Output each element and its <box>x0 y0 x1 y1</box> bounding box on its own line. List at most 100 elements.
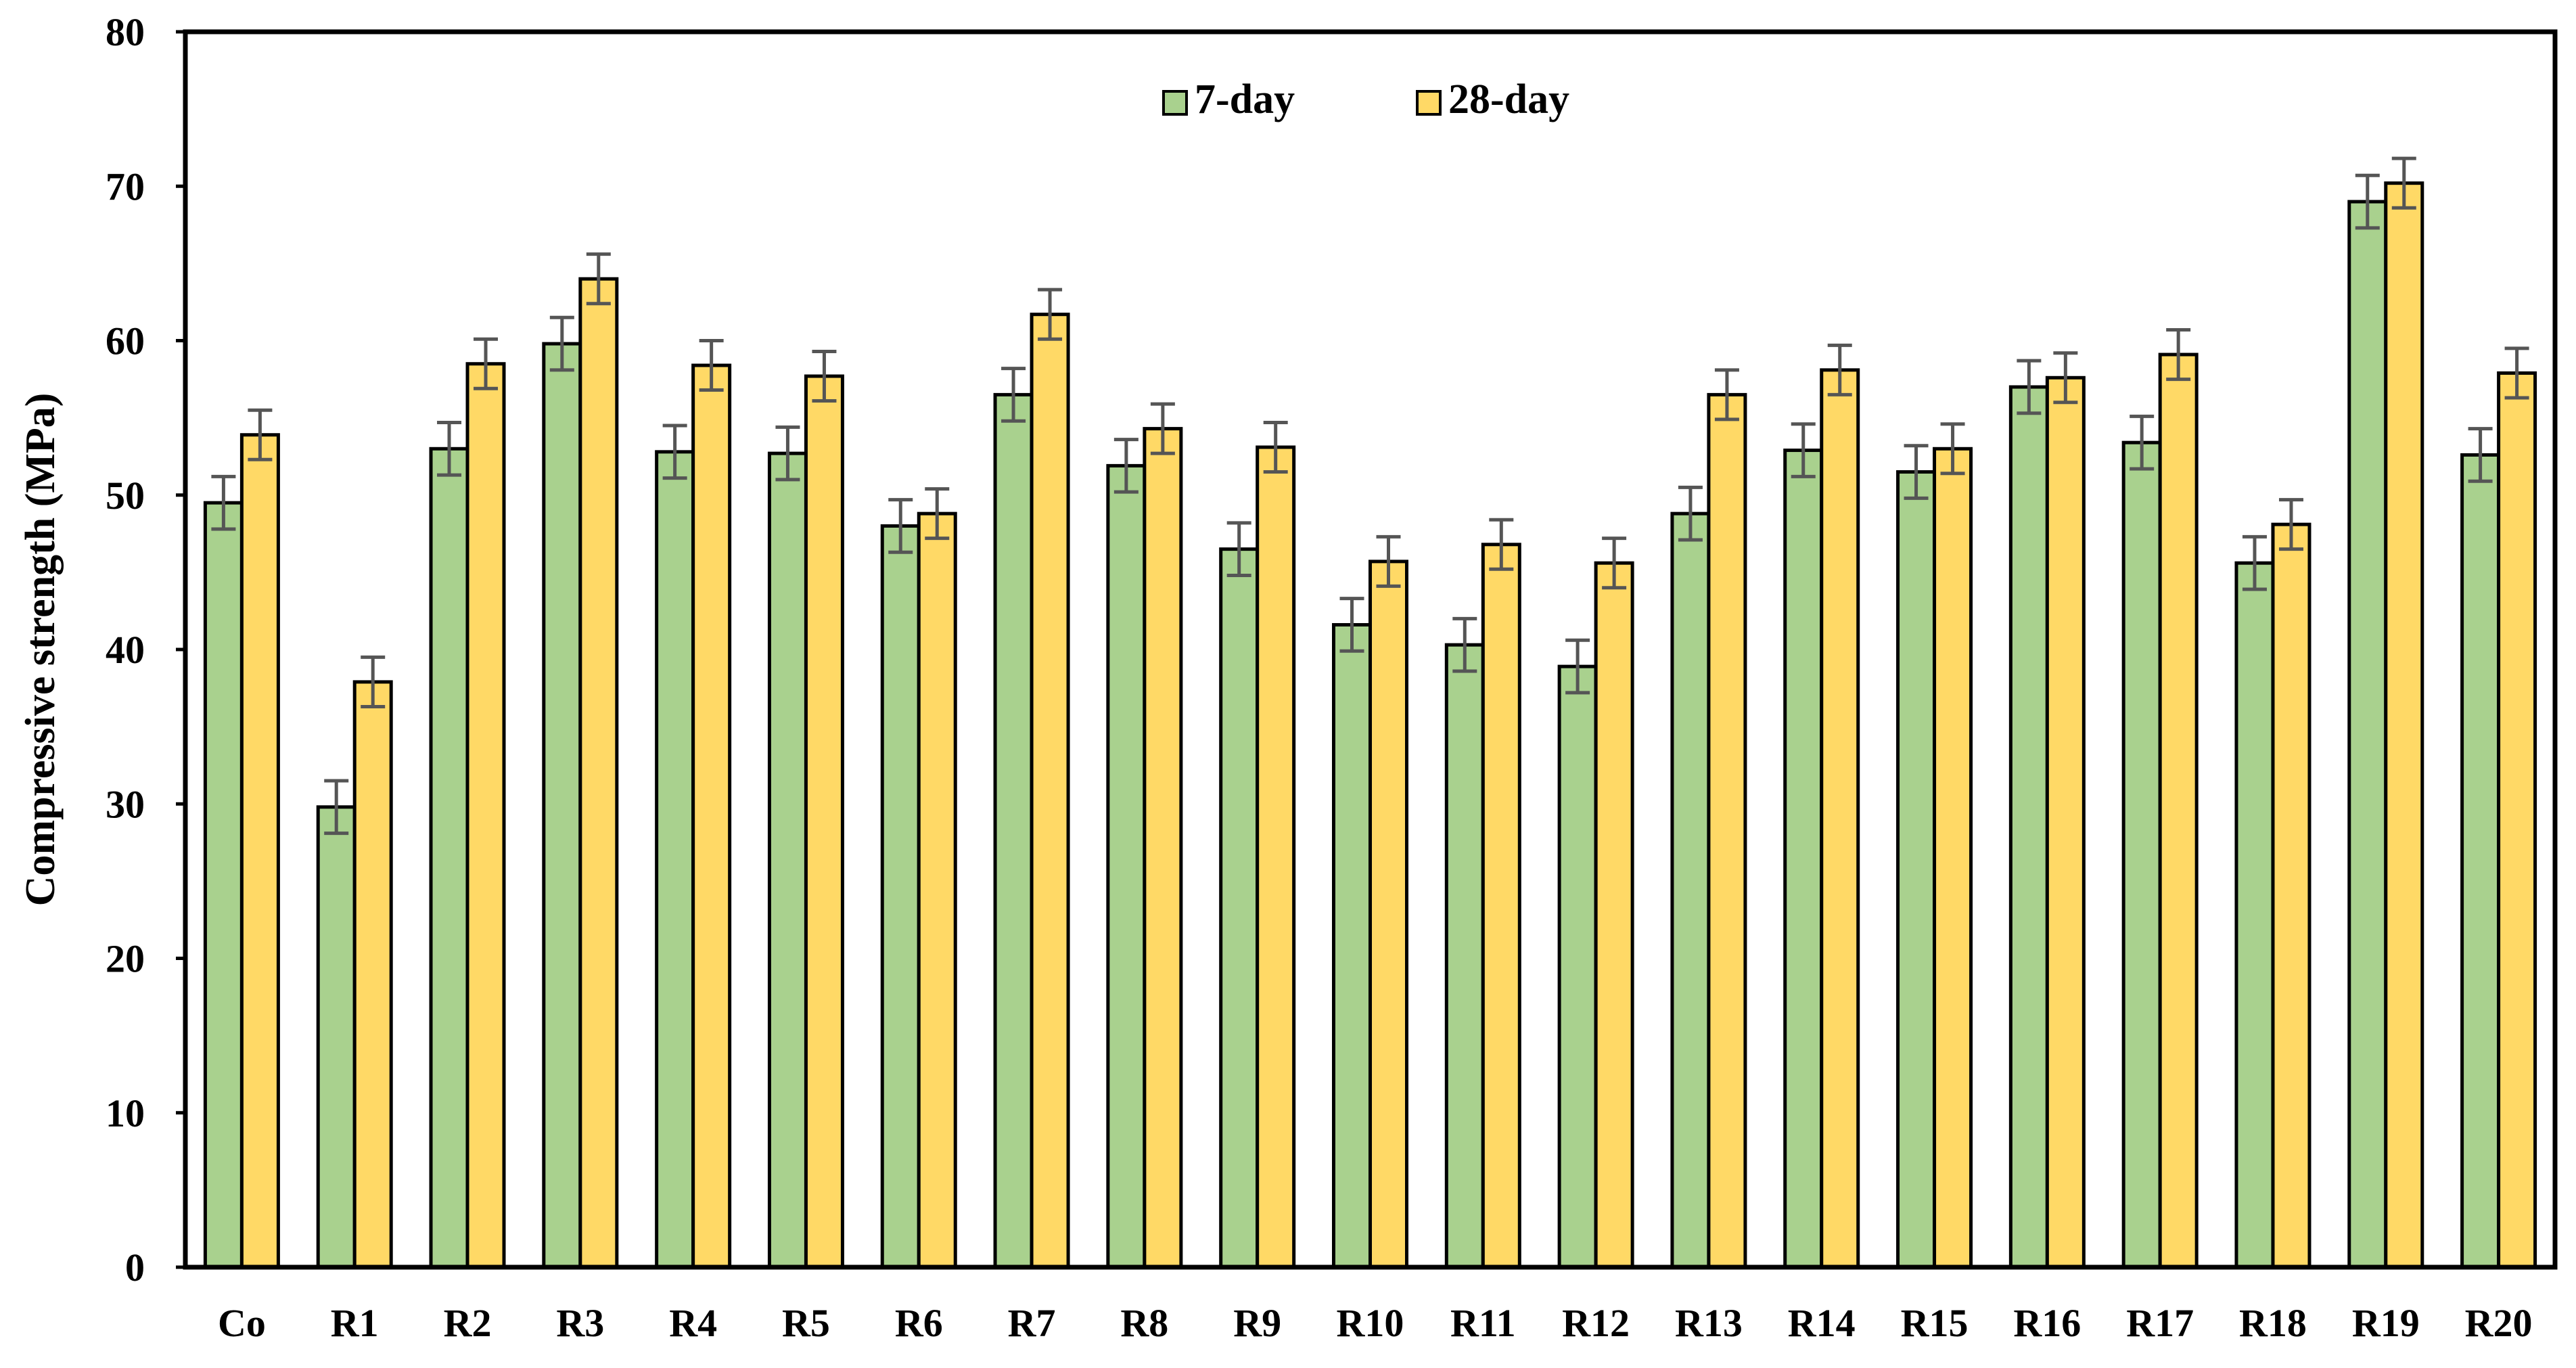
y-tick-label-10: 10 <box>106 1091 145 1135</box>
error-bar-7-day-R13 <box>1678 485 1703 542</box>
error-bar-28-day-Co <box>248 408 273 461</box>
error-bar-28-day-R3 <box>586 252 611 306</box>
x-tick-label-R9: R9 <box>1233 1301 1281 1345</box>
bar-28-day-R19 <box>2384 181 2424 1269</box>
x-tick-label-R18: R18 <box>2239 1301 2307 1345</box>
bar-7-day-R20 <box>2460 453 2501 1269</box>
error-bar-28-day-R6 <box>925 487 950 541</box>
error-bar-7-day-R6 <box>888 498 913 554</box>
bar-7-day-R5 <box>767 451 808 1269</box>
bar-7-day-Co <box>203 501 244 1269</box>
x-tick-label-R19: R19 <box>2352 1301 2420 1345</box>
bars-layer <box>203 181 2537 1269</box>
error-bar-28-day-R19 <box>2391 156 2416 210</box>
bar-7-day-R13 <box>1670 511 1711 1269</box>
bar-7-day-R18 <box>2234 561 2275 1269</box>
bar-28-day-R17 <box>2158 352 2199 1269</box>
legend-swatch-28-day <box>1416 90 1442 116</box>
bar-28-day-R13 <box>1707 392 1747 1269</box>
bar-7-day-R3 <box>542 342 582 1269</box>
error-bar-7-day-R18 <box>2242 534 2267 591</box>
y-tick-label-30: 30 <box>106 782 145 826</box>
bar-7-day-R15 <box>1896 470 1937 1269</box>
error-bar-7-day-R5 <box>775 425 800 482</box>
bar-7-day-R12 <box>1557 664 1598 1269</box>
legend: 7-day 28-day <box>1162 76 1569 122</box>
error-bar-7-day-R15 <box>1904 444 1929 500</box>
error-bar-28-day-R8 <box>1150 402 1175 455</box>
error-bar-7-day-R2 <box>437 420 462 477</box>
bar-28-day-R11 <box>1481 543 1521 1269</box>
bar-28-day-R14 <box>1820 368 1860 1269</box>
bar-7-day-R14 <box>1783 449 1824 1269</box>
x-tick-label-R12: R12 <box>1562 1301 1630 1345</box>
x-tick-label-R10: R10 <box>1337 1301 1404 1345</box>
legend-label-28-day: 28-day <box>1448 76 1569 122</box>
bar-28-day-R5 <box>804 374 844 1269</box>
legend-label-7-day: 7-day <box>1195 76 1295 122</box>
bar-7-day-R11 <box>1444 643 1485 1269</box>
bar-7-day-R1 <box>316 805 356 1269</box>
bar-28-day-R3 <box>578 277 619 1269</box>
legend-swatch-7-day <box>1162 90 1188 116</box>
x-tick-label-Co: Co <box>218 1301 266 1345</box>
error-bar-28-day-R10 <box>1376 534 1401 588</box>
error-bar-28-day-R5 <box>812 349 837 403</box>
error-bar-7-day-R19 <box>2355 173 2380 230</box>
bar-28-day-R8 <box>1143 427 1183 1269</box>
error-bar-28-day-R14 <box>1827 343 1852 396</box>
bar-7-day-R7 <box>993 392 1034 1269</box>
error-bar-7-day-R10 <box>1339 597 1364 653</box>
error-bars-layer <box>211 156 2529 836</box>
x-tick-label-R6: R6 <box>895 1301 943 1345</box>
y-tick-label-80: 80 <box>106 10 145 54</box>
bar-28-day-R4 <box>691 363 732 1269</box>
x-tick-label-R11: R11 <box>1450 1301 1516 1345</box>
x-tick-label-R2: R2 <box>444 1301 492 1345</box>
bar-7-day-R16 <box>2008 385 2049 1269</box>
x-tick-label-R14: R14 <box>1788 1301 1856 1345</box>
error-bar-7-day-R1 <box>324 779 349 836</box>
error-bar-28-day-R11 <box>1489 518 1514 571</box>
bar-7-day-R8 <box>1106 463 1147 1269</box>
bar-7-day-R10 <box>1332 622 1372 1269</box>
x-tick-label-R15: R15 <box>1901 1301 1969 1345</box>
error-bar-28-day-R7 <box>1038 288 1063 341</box>
bar-7-day-R19 <box>2347 200 2388 1269</box>
bar-7-day-R6 <box>880 524 921 1269</box>
y-tick-label-0: 0 <box>125 1246 145 1290</box>
x-tick-label-R13: R13 <box>1675 1301 1743 1345</box>
error-bar-7-day-R16 <box>2017 359 2042 415</box>
error-bar-7-day-R12 <box>1565 638 1590 695</box>
x-tick-label-R4: R4 <box>669 1301 717 1345</box>
error-bar-7-day-R8 <box>1113 438 1138 494</box>
error-bar-7-day-R14 <box>1791 422 1816 478</box>
error-bar-28-day-R2 <box>474 337 499 390</box>
y-tick-label-70: 70 <box>106 164 145 208</box>
x-tick-label-R1: R1 <box>331 1301 379 1345</box>
error-bar-28-day-R9 <box>1263 420 1288 474</box>
error-bar-7-day-R3 <box>549 315 574 372</box>
bar-28-day-R10 <box>1368 560 1408 1269</box>
bar-28-day-R2 <box>465 362 506 1269</box>
error-bar-7-day-R17 <box>2130 414 2155 471</box>
x-tick-label-R17: R17 <box>2126 1301 2194 1345</box>
bar-7-day-R2 <box>429 447 469 1269</box>
y-tick-label-60: 60 <box>106 319 145 363</box>
x-tick-label-R3: R3 <box>556 1301 604 1345</box>
error-bar-7-day-R9 <box>1226 521 1251 577</box>
error-bar-28-day-R15 <box>1940 422 1965 476</box>
bar-28-day-R7 <box>1030 313 1070 1269</box>
bar-28-day-R1 <box>352 680 393 1269</box>
y-axis: 0 10 20 30 40 50 60 70 80 <box>106 10 185 1290</box>
bar-7-day-R17 <box>2121 440 2162 1269</box>
error-bar-7-day-R20 <box>2468 427 2493 483</box>
x-tick-label-R20: R20 <box>2465 1301 2533 1345</box>
bar-28-day-R20 <box>2497 371 2537 1269</box>
error-bar-28-day-R18 <box>2278 498 2303 551</box>
bar-28-day-R6 <box>917 511 957 1269</box>
x-tick-label-R5: R5 <box>782 1301 830 1345</box>
x-tick-label-R8: R8 <box>1120 1301 1168 1345</box>
